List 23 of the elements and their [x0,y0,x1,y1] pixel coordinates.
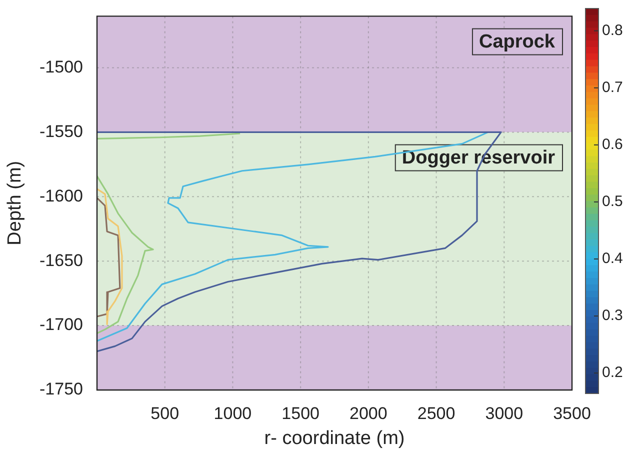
x-tick-label: 3500 [553,404,591,423]
color-bar-label: 0.7 [602,78,623,96]
x-tick-label: 1000 [214,404,252,423]
color-bar-label: 0.5 [602,193,623,210]
x-tick-label: 1500 [282,404,320,423]
color-bar-label: 0.2 [602,364,623,382]
y-tick-label: -1700 [40,315,83,334]
x-tick-label: 2000 [350,404,388,423]
x-tick-label: 2500 [417,404,456,423]
x-tick-label: 500 [150,404,180,423]
y-tick-label: -1650 [40,250,83,270]
y-axis-title: Depth (m) [4,160,26,246]
y-tick-label: -1500 [40,57,83,76]
y-tick-label: -1750 [40,380,83,399]
band-label: Caprock [478,31,556,52]
x-axis-title: r- coordinate (m) [264,428,405,449]
color-bar-label: 0.4 [602,250,623,268]
y-tick-label: -1600 [40,186,83,206]
color-bar-label: 0.8 [602,22,623,39]
color-bar-label: 0.3 [602,307,623,324]
color-bar-label: 0.6 [602,136,623,154]
x-tick-label: 3000 [485,404,524,423]
y-tick-label: -1550 [40,122,83,141]
